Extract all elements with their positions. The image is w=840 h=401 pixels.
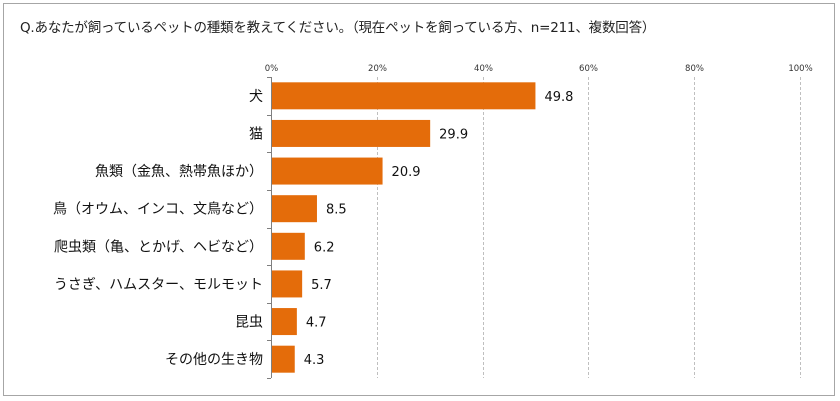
category-label: 鳥（オウム、インコ、文鳥など） xyxy=(53,202,263,218)
bar xyxy=(272,232,305,260)
category-label: 魚類（金魚、熱帯魚ほか） xyxy=(95,164,263,180)
category-label: その他の生き物 xyxy=(165,352,263,368)
value-label: 4.7 xyxy=(306,316,327,331)
x-tick-label: 100% xyxy=(788,64,812,74)
bar xyxy=(272,308,297,336)
bar xyxy=(272,345,295,373)
x-tick-label: 60% xyxy=(579,64,598,74)
value-label: 49.8 xyxy=(544,90,573,105)
x-tick-label: 20% xyxy=(368,64,387,74)
x-tick-label: 40% xyxy=(474,64,493,74)
x-tick-label: 80% xyxy=(685,64,704,74)
value-label: 20.9 xyxy=(392,165,421,180)
value-label: 6.2 xyxy=(314,240,335,255)
bar xyxy=(272,119,431,147)
chart-title: Q.あなたが飼っているペットの種類を教えてください。（現在ペットを飼っている方、… xyxy=(20,20,656,36)
category-label: 爬虫類（亀、とかげ、ヘビなど） xyxy=(54,239,263,255)
category-label: 犬 xyxy=(249,89,263,105)
bar xyxy=(272,270,303,298)
bar xyxy=(272,157,383,185)
x-tick-label: 0% xyxy=(265,64,279,74)
category-label: うさぎ、ハムスター、モルモット xyxy=(54,277,263,293)
bar xyxy=(272,82,536,110)
value-label: 8.5 xyxy=(326,203,347,218)
bar xyxy=(272,195,317,223)
value-label: 5.7 xyxy=(311,278,332,293)
value-label: 4.3 xyxy=(304,353,325,368)
chart-frame: Q.あなたが飼っているペットの種類を教えてください。（現在ペットを飼っている方、… xyxy=(3,3,835,396)
category-label: 昆虫 xyxy=(235,315,263,331)
category-label: 猫 xyxy=(249,126,263,142)
value-label: 29.9 xyxy=(439,127,468,142)
